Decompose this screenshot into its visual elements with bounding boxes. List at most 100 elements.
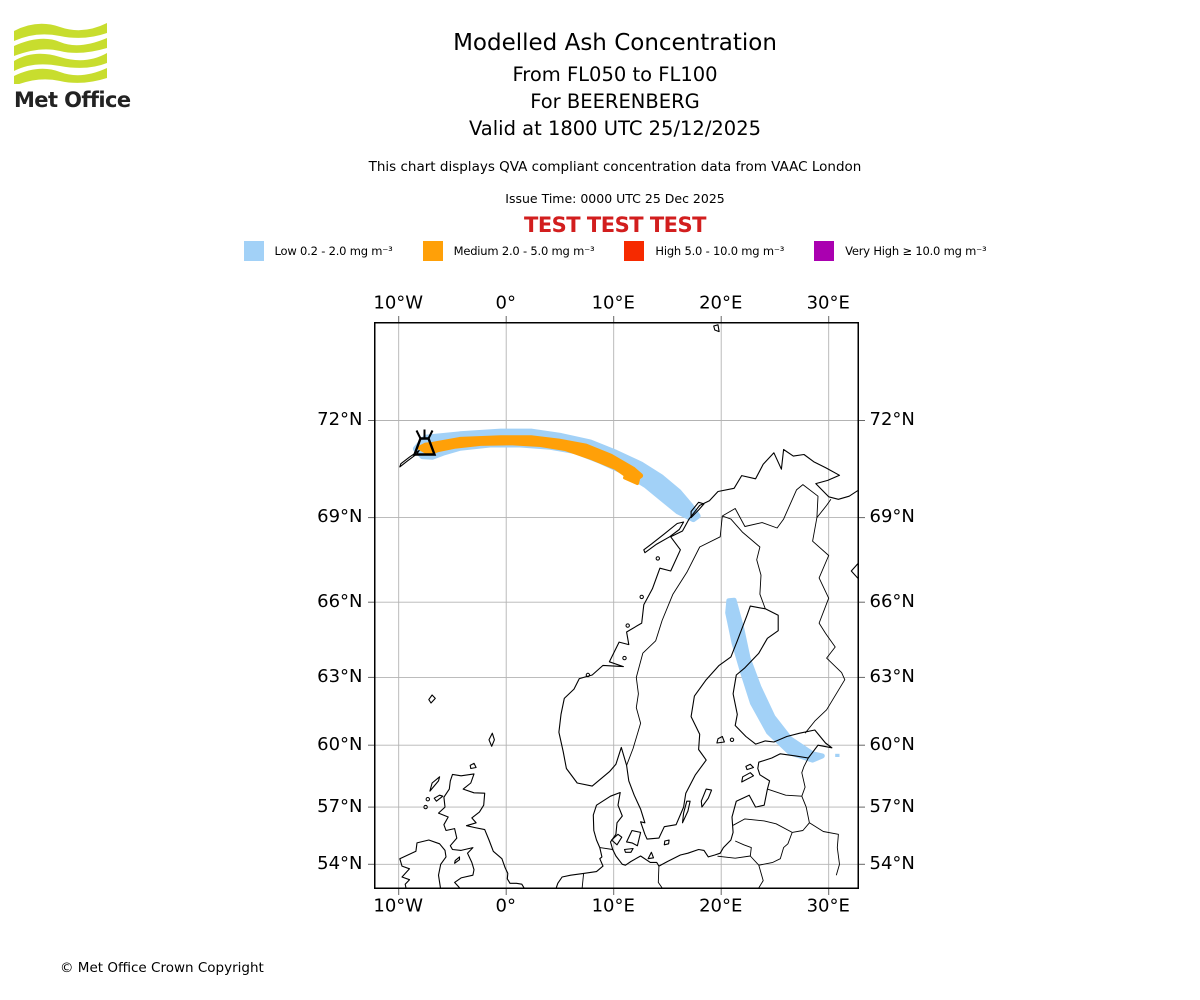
coast-scandinavia_baltic xyxy=(554,448,859,889)
ash-plumes xyxy=(412,428,839,763)
islet xyxy=(585,672,590,677)
island-aland xyxy=(715,735,725,744)
axis-label-left-2: 66°N xyxy=(317,590,363,612)
volcano-marker-icon xyxy=(412,429,436,456)
border-germany_netherlands xyxy=(581,873,584,889)
coast-white_sea xyxy=(850,561,859,580)
axis-label-bottom-0: 10°W xyxy=(373,895,424,917)
axis-label-right-3: 63°N xyxy=(869,666,915,688)
plume-medium-dash xyxy=(622,472,640,485)
island-zealand xyxy=(625,829,641,846)
map-svg xyxy=(367,315,865,895)
subtitle-flight-levels: From FL050 to FL100 xyxy=(512,63,718,86)
logo-wave-band xyxy=(14,68,107,84)
axis-label-left-1: 69°N xyxy=(317,506,363,528)
logo-wave-band xyxy=(14,38,107,56)
plume-low-secondary xyxy=(724,597,825,763)
axis-label-bottom-3: 20°E xyxy=(699,895,743,917)
logo-wave-band xyxy=(14,23,107,41)
coastlines-layer xyxy=(398,323,859,889)
border-latvia_lithuania xyxy=(732,818,792,833)
border-lithuania_belarus xyxy=(758,831,793,866)
legend-label: Medium 2.0 - 5.0 mg m⁻³ xyxy=(453,244,595,258)
islet xyxy=(422,804,428,809)
subtitle-volcano: For BEERENBERG xyxy=(530,90,700,113)
axis-label-left-0: 72°N xyxy=(317,409,363,431)
legend-swatch-icon xyxy=(243,241,264,261)
legend-item-2: High 5.0 - 10.0 mg m⁻³ xyxy=(624,241,784,261)
island-bornholm xyxy=(663,839,670,846)
legend-item-1: Medium 2.0 - 5.0 mg m⁻³ xyxy=(422,241,595,261)
axis-label-bottom-4: 30°E xyxy=(806,895,850,917)
island-senja xyxy=(690,501,705,518)
legend-label: High 5.0 - 10.0 mg m⁻³ xyxy=(655,244,785,258)
island-hiiumaa xyxy=(744,763,754,770)
axis-label-top-0: 10°W xyxy=(373,292,424,314)
copyright-text: © Met Office Crown Copyright xyxy=(60,960,264,976)
legend-label: Very High ≥ 10.0 mg m⁻³ xyxy=(845,244,987,258)
subtitle-valid-time: Valid at 1800 UTC 25/12/2025 xyxy=(468,117,762,140)
legend-swatch-icon xyxy=(422,241,443,261)
axis-label-right-0: 72°N xyxy=(869,409,915,431)
island-oland xyxy=(681,800,691,824)
axis-label-right-5: 57°N xyxy=(869,795,915,817)
border-poland_lithuania xyxy=(749,855,759,866)
island-jan_mayen xyxy=(398,449,420,468)
island-isle_of_man xyxy=(453,856,460,864)
axis-label-right-4: 60°N xyxy=(869,733,915,755)
legend-swatch-icon xyxy=(624,241,645,261)
axis-label-top-1: 0° xyxy=(495,292,516,314)
border-poland_kaliningrad xyxy=(716,855,750,859)
axis-label-left-3: 63°N xyxy=(317,666,363,688)
axis-label-left-5: 57°N xyxy=(317,795,363,817)
test-banner: TEST TEST TEST xyxy=(524,213,706,237)
island-saaremaa xyxy=(740,771,754,783)
island-funen xyxy=(610,833,622,846)
qva-note: This chart displays QVA compliant concen… xyxy=(368,159,862,175)
met-office-logo: Met Office xyxy=(14,22,131,112)
border-germany_poland xyxy=(657,865,663,889)
islet xyxy=(729,737,734,742)
legend-item-0: Low 0.2 - 2.0 mg m⁻³ xyxy=(243,241,393,261)
concentration-legend: Low 0.2 - 2.0 mg m⁻³ Medium 2.0 - 5.0 mg … xyxy=(30,241,1200,261)
island-bear_island xyxy=(712,323,720,332)
axis-label-left-4: 60°N xyxy=(317,733,363,755)
island-shetland xyxy=(487,732,495,747)
border-norway_finland xyxy=(721,483,818,529)
axis-label-top-2: 10°E xyxy=(591,292,635,314)
islet xyxy=(425,796,430,802)
island-skye xyxy=(433,794,443,802)
graticule xyxy=(373,321,859,889)
border-poland_belarus xyxy=(757,864,764,889)
border-norway_russia xyxy=(816,498,831,518)
map-panel xyxy=(367,315,865,895)
border-belarus_russia xyxy=(808,822,840,876)
legend-swatch-icon xyxy=(814,241,835,261)
islet xyxy=(655,555,660,561)
logo-wave-band xyxy=(14,53,107,71)
border-estonia_latvia xyxy=(766,788,802,797)
border-latvia_belarus xyxy=(791,822,810,833)
axis-ticks xyxy=(367,315,865,895)
coast-ireland xyxy=(398,839,447,889)
islet xyxy=(621,655,627,660)
island-gotland xyxy=(700,788,712,808)
island-orkney xyxy=(469,762,477,769)
country-borders-layer xyxy=(581,483,845,889)
axis-label-right-1: 69°N xyxy=(869,506,915,528)
plume-low-dot xyxy=(834,753,839,757)
axis-label-right-2: 66°N xyxy=(869,590,915,612)
border-germany_denmark xyxy=(599,846,613,850)
logo-wordmark: Met Office xyxy=(14,88,131,112)
logo-waves-icon xyxy=(14,23,107,84)
island-faroe xyxy=(427,694,436,704)
issue-time: Issue Time: 0000 UTC 25 Dec 2025 xyxy=(505,191,725,206)
border-estonia_russia xyxy=(800,757,809,797)
island-lofoten xyxy=(642,521,684,553)
island-rugen xyxy=(647,851,654,859)
islet xyxy=(639,594,644,599)
page-title: Modelled Ash Concentration xyxy=(453,30,777,56)
axis-label-bottom-1: 0° xyxy=(495,895,516,917)
coast-great_britain xyxy=(437,773,525,889)
